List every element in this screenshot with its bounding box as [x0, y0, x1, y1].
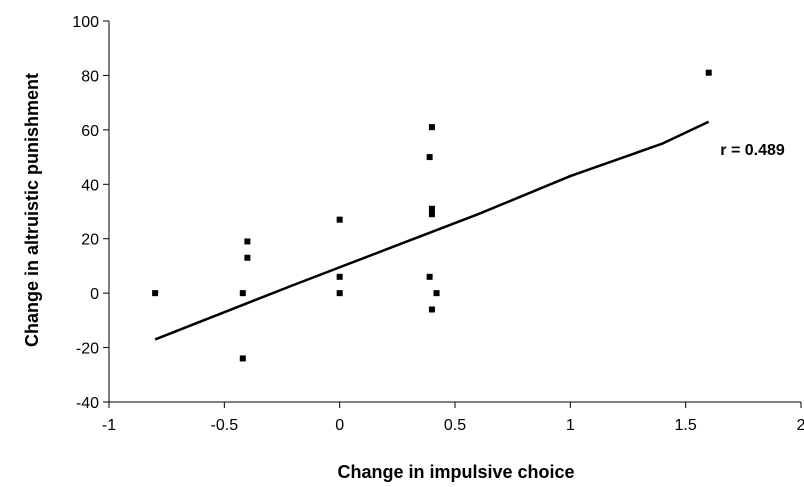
axes: [108, 21, 801, 403]
y-tick-label: -20: [76, 341, 99, 358]
correlation-annotation: r = 0.489: [720, 142, 785, 159]
data-point: [336, 216, 343, 223]
y-axis-title: Change in altruistic punishment: [22, 73, 42, 347]
y-tick-label: 40: [81, 177, 99, 194]
data-point: [336, 290, 343, 297]
data-point: [426, 273, 433, 280]
data-point: [428, 205, 435, 212]
x-tick-label: -0.5: [211, 417, 239, 434]
data-point: [244, 238, 251, 245]
y-tick-label: 100: [72, 14, 99, 31]
y-tick-label: 20: [81, 232, 99, 249]
x-tick-label: -1: [102, 417, 116, 434]
trend-line: [154, 120, 710, 341]
x-tick-label: 0.5: [444, 417, 466, 434]
data-point: [428, 211, 435, 218]
data-point: [336, 273, 343, 280]
x-tick-label: 1: [566, 417, 575, 434]
y-tick-label: 60: [81, 123, 99, 140]
y-tick-label: -40: [76, 395, 99, 412]
x-tick-label: 2: [797, 417, 804, 434]
x-tick-label: 1.5: [675, 417, 697, 434]
data-point: [433, 290, 440, 297]
points-layer: [152, 69, 712, 362]
y-tick-label: 0: [90, 286, 99, 303]
data-point: [426, 154, 433, 161]
data-point: [152, 290, 159, 297]
data-point: [239, 290, 246, 297]
data-point: [239, 355, 246, 362]
trendline-layer: [154, 120, 710, 341]
data-point: [428, 306, 435, 313]
x-axis-title: Change in impulsive choice: [337, 462, 574, 482]
ticks: -1 -0.5 0 0.5 1 1.5 2 -40 -20 0 20 40 60 80 100: [72, 14, 804, 434]
data-point: [705, 69, 712, 76]
x-tick-label: 0: [335, 417, 344, 434]
annotation-layer: r = 0.489: [720, 142, 785, 159]
data-point: [244, 254, 251, 261]
y-tick-label: 80: [81, 68, 99, 85]
data-point: [428, 124, 435, 131]
